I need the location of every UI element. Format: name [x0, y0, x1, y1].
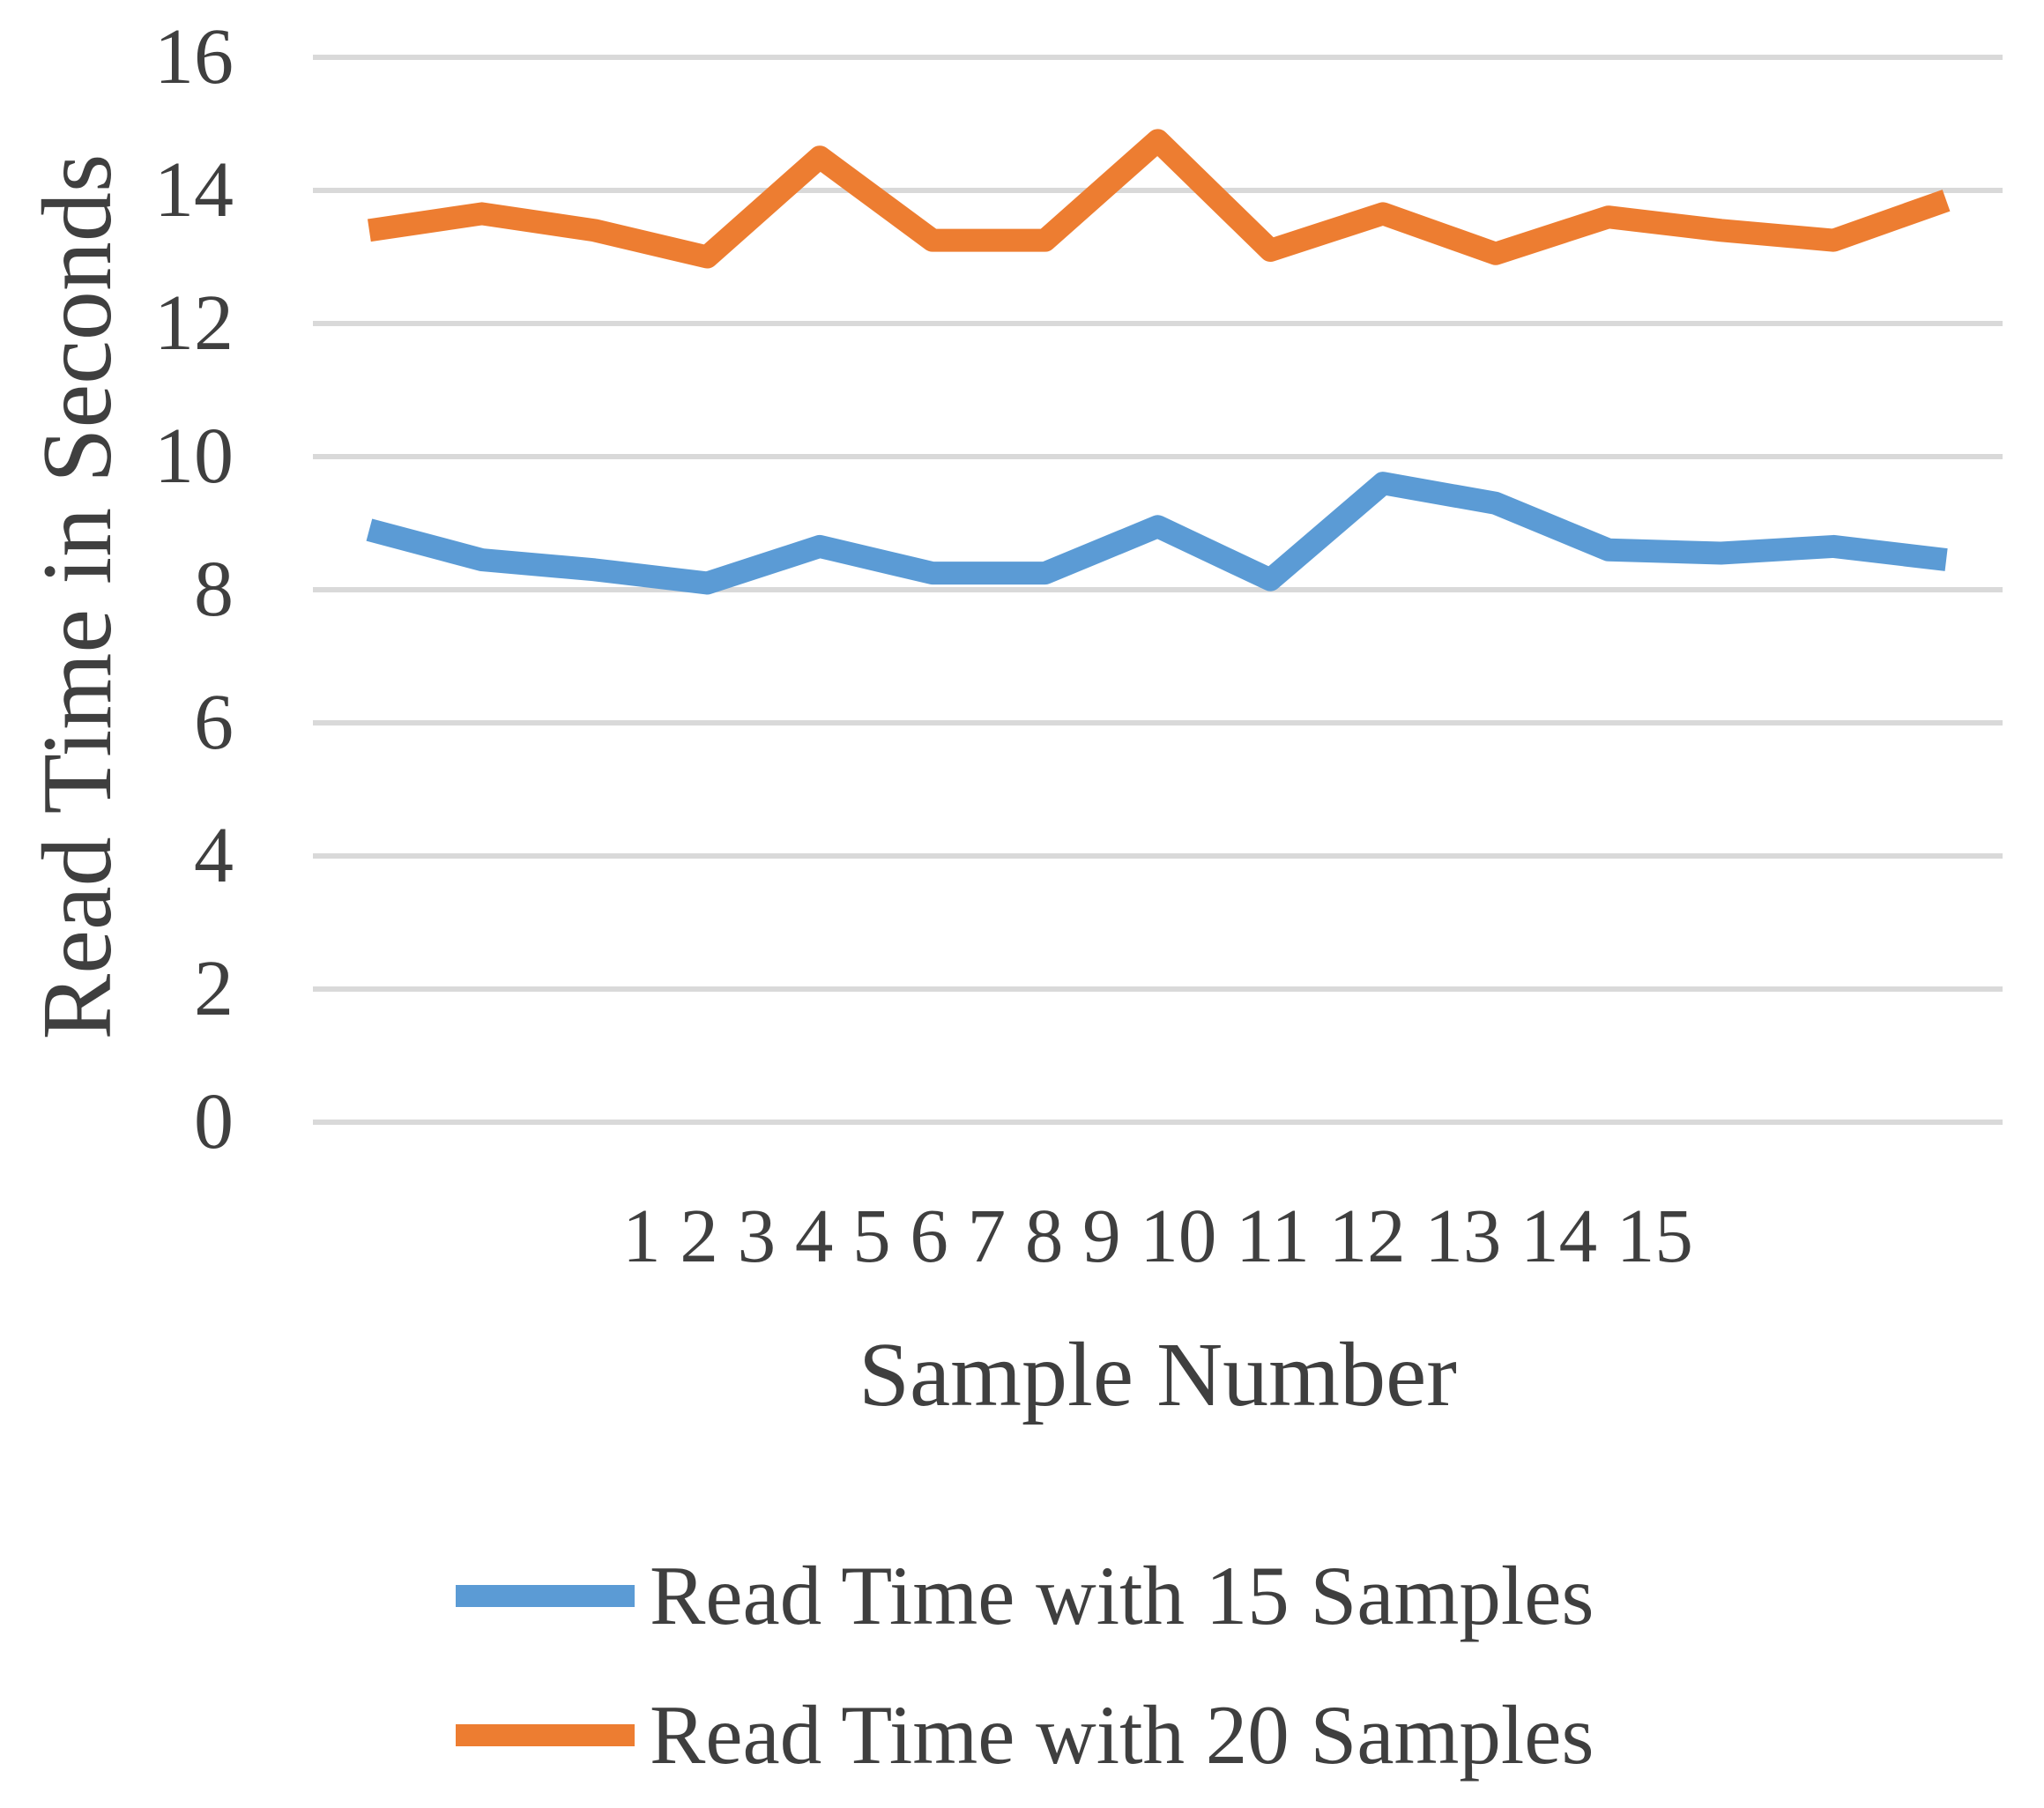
legend-swatch-series-1-icon: [456, 1584, 635, 1607]
x-axis-title: Sample Number: [858, 1324, 1457, 1425]
y-tick-label: 14: [154, 146, 234, 234]
y-tick-label: 0: [194, 1078, 234, 1165]
y-tick-label: 12: [154, 279, 234, 367]
legend-swatch-series-2-icon: [456, 1723, 635, 1746]
y-tick-label: 16: [154, 13, 234, 100]
y-tick-label: 10: [154, 413, 234, 500]
series-line-2: [368, 129, 1951, 269]
legend-item: Read Time with 20 Samples: [456, 1682, 1778, 1788]
legend-item: Read Time with 15 Samples: [456, 1543, 1778, 1648]
legend-label: Read Time with 15 Samples: [650, 1549, 1594, 1642]
legend-label: Read Time with 20 Samples: [650, 1688, 1594, 1782]
legend: Read Time with 15 Samples Read Time with…: [456, 1543, 1778, 1808]
y-tick-label: 8: [194, 546, 234, 633]
y-tick-label: 4: [194, 812, 234, 899]
series-line-1: [366, 472, 1948, 595]
x-axis-tick-labels: 1 2 3 4 5 6 7 8 9 10 11 12 13 14 15: [622, 1193, 1693, 1278]
y-tick-label: 6: [194, 679, 234, 766]
y-tick-label: 2: [194, 945, 234, 1032]
